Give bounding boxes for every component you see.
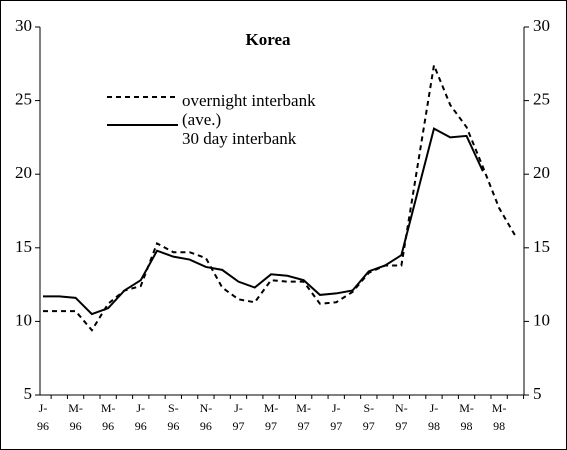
x-tick-label: N-97 (395, 401, 408, 433)
y-tick-label: 25 (15, 90, 32, 109)
y2-tick-label: 30 (533, 16, 550, 35)
legend-label: 30 day interbank (182, 129, 297, 148)
x-tick-label: M-96 (68, 401, 83, 433)
x-tick-label: M-98 (459, 401, 474, 433)
x-tick-label: M-96 (101, 401, 116, 433)
x-tick-label: J-97 (232, 401, 244, 433)
y2-tick-label: 25 (533, 90, 550, 109)
x-tick-label: M-98 (492, 401, 507, 433)
line-series (43, 127, 484, 316)
y-tick-label: 20 (15, 163, 32, 182)
y-tick-label: 5 (24, 384, 33, 403)
x-tick-label: S-97 (363, 401, 375, 433)
x-tick-label: J-98 (428, 401, 440, 433)
y2-tick-label: 10 (533, 310, 550, 329)
y-tick-label: 30 (15, 16, 32, 35)
x-tick-label: S-96 (167, 401, 179, 433)
legend-label: overnight interbank (ave.) (182, 91, 316, 129)
x-tick-label: M-97 (264, 401, 279, 433)
y2-tick-label: 5 (533, 384, 542, 403)
x-tick-label: N-96 (200, 401, 213, 433)
chart-title: Korea (245, 30, 291, 49)
y-tick-label: 10 (15, 310, 32, 329)
y-tick-label: 15 (15, 237, 32, 256)
x-tick-label: M-97 (296, 401, 311, 433)
x-tick-label: J-96 (37, 401, 49, 433)
x-tick-label: J-97 (330, 401, 342, 433)
y2-tick-label: 15 (533, 237, 550, 256)
y2-tick-label: 20 (533, 163, 550, 182)
x-tick-label: J-96 (135, 401, 147, 433)
line-series (43, 61, 517, 332)
